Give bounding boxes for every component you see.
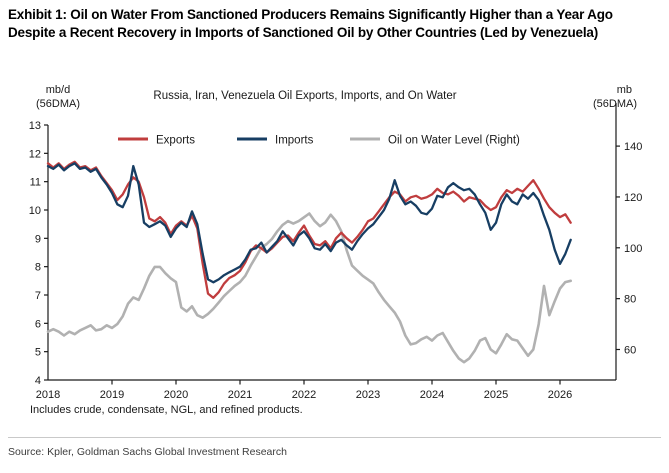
right-tick-label: 100 bbox=[624, 243, 642, 255]
source-attribution: Source: Kpler, Goldman Sachs Global Inve… bbox=[8, 446, 287, 458]
left-tick-label: 11 bbox=[30, 177, 41, 189]
left-axis-unit-line2: (56DMA) bbox=[36, 98, 80, 110]
left-tick-label: 13 bbox=[29, 120, 41, 132]
series-line-imports bbox=[46, 162, 572, 284]
x-tick-label: 2018 bbox=[36, 389, 60, 400]
left-tick-label: 6 bbox=[35, 318, 41, 330]
right-tick-label: 60 bbox=[624, 344, 636, 356]
x-tick-label: 2021 bbox=[228, 389, 252, 400]
exhibit-title: Exhibit 1: Oil on Water From Sanctioned … bbox=[8, 7, 613, 40]
x-axis-ticks: 2018 2019 2020 2021 2022 2023 2024 2025 2026 bbox=[36, 380, 572, 400]
left-tick-label: 9 bbox=[35, 233, 41, 245]
legend-item-imports: Imports bbox=[237, 135, 314, 147]
divider-line bbox=[8, 437, 661, 438]
left-tick-label: 8 bbox=[35, 262, 41, 274]
left-axis-unit-line1: mb/d bbox=[46, 84, 70, 96]
series-line-exports bbox=[46, 160, 572, 299]
right-axis-unit-line2: (56DMA) bbox=[593, 98, 637, 110]
legend-label: Imports bbox=[275, 135, 314, 147]
chart-title: Russia, Iran, Venezuela Oil Exports, Imp… bbox=[153, 90, 456, 102]
x-tick-label: 2024 bbox=[420, 389, 444, 400]
x-tick-label: 2025 bbox=[484, 389, 508, 400]
oil-exports-chart: mb/d (56DMA) Russia, Iran, Venezuela Oil E… bbox=[29, 84, 643, 400]
left-tick-label: 5 bbox=[35, 347, 41, 359]
right-tick-label: 120 bbox=[624, 192, 642, 204]
x-tick-label: 2026 bbox=[548, 389, 572, 400]
legend-item-oil-on-water-level-right: Oil on Water Level (Right) bbox=[350, 135, 520, 147]
right-axis-ticks: 60 80 100 120 140 bbox=[616, 141, 642, 356]
legend: Exports Imports Oil on Water Level (Right) bbox=[118, 135, 520, 147]
x-tick-label: 2019 bbox=[100, 389, 124, 400]
x-tick-label: 2023 bbox=[356, 389, 380, 400]
left-tick-label: 10 bbox=[29, 205, 41, 217]
chart-footnote: Includes crude, condensate, NGL, and ref… bbox=[30, 404, 303, 416]
axes bbox=[47, 103, 617, 381]
right-tick-label: 140 bbox=[624, 141, 642, 153]
chart-header: mb/d (56DMA) Russia, Iran, Venezuela Oil E… bbox=[36, 84, 637, 110]
legend-item-exports: Exports bbox=[118, 135, 195, 147]
x-tick-label: 2020 bbox=[164, 389, 188, 400]
legend-label: Exports bbox=[156, 135, 195, 147]
legend-label: Oil on Water Level (Right) bbox=[388, 135, 520, 147]
left-tick-label: 4 bbox=[35, 375, 41, 387]
series-lines bbox=[46, 160, 573, 364]
x-tick-label: 2022 bbox=[292, 389, 316, 400]
series-line-oil-on-water-level-right bbox=[46, 212, 573, 364]
left-tick-label: 12 bbox=[29, 148, 41, 160]
left-axis-ticks: 4 5 6 7 8 9 10 11 12 13 bbox=[29, 120, 48, 387]
right-tick-label: 80 bbox=[624, 294, 636, 306]
left-tick-label: 7 bbox=[35, 290, 41, 302]
right-axis-unit-line1: mb bbox=[617, 84, 632, 96]
